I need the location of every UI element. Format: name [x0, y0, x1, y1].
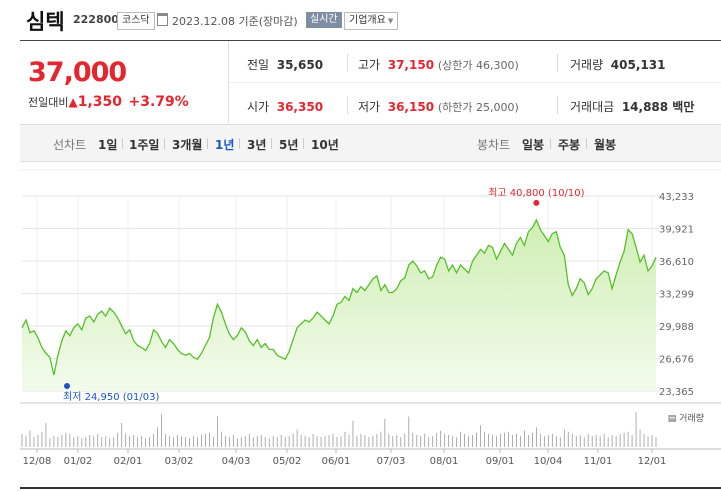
y-tick-label: 23,365 — [659, 387, 694, 398]
stat-value: 36,350 — [276, 100, 324, 114]
company-overview-dropdown[interactable]: 기업개요 ▼ — [344, 12, 399, 30]
price-box: 37,000 전일대비▲1,350 +3.79% — [20, 41, 229, 123]
change-value: 1,350 — [77, 94, 123, 110]
tab-1d[interactable]: 1일 — [98, 138, 118, 152]
price-area — [22, 219, 656, 391]
change-label: 전일대비 — [28, 96, 69, 109]
date-value: 2023.12.08 — [172, 15, 235, 28]
divider — [347, 54, 348, 72]
tab-weekly[interactable]: 주봉 — [558, 138, 581, 152]
quote-stats: 전일 35,650 고가 37,150 (상한가 46,300) 거래량 405… — [229, 41, 721, 123]
tab-1w[interactable]: 1주일 — [129, 138, 160, 152]
x-tick-label: 03/02 — [165, 456, 194, 467]
tab-5y[interactable]: 5년 — [279, 138, 299, 152]
stat-label: 시가 — [247, 100, 270, 114]
calendar-icon — [157, 13, 168, 26]
divider — [557, 54, 558, 72]
x-tick-label: 10/04 — [534, 456, 563, 467]
tab-3m[interactable]: 3개월 — [172, 138, 203, 152]
stat-volume: 거래량 405,131 — [570, 56, 665, 73]
high-marker — [533, 199, 540, 206]
chart-tabs: 선차트 1일 1주일 3개월 1년 3년 5년 10년 봉차트 일봉 주봉 월봉 — [20, 124, 721, 162]
footer-divider — [20, 487, 721, 489]
chevron-down-icon: ▼ — [387, 17, 394, 25]
stock-header: 심텍 222800 코스닥 2023.12.08 기준(장마감) 실시간 기업개… — [0, 0, 721, 40]
price-chart[interactable]: 43,233 39,921 36,610 33,299 29,988 26,676 23,3… — [0, 160, 721, 487]
y-tick-label: 29,988 — [659, 322, 694, 333]
divider — [271, 138, 272, 149]
stat-value: 37,150 — [387, 58, 435, 72]
divider — [122, 138, 123, 149]
divider — [303, 138, 304, 149]
x-tick-label: 12/08 — [23, 456, 52, 467]
tab-monthly[interactable]: 월봉 — [594, 138, 617, 152]
y-tick-label: 26,676 — [659, 355, 694, 366]
x-tick-label: 06/01 — [322, 456, 351, 467]
company-overview-label: 기업개요 — [349, 15, 386, 26]
x-tick-label: 01/02 — [64, 456, 93, 467]
volume-label: ▤ 거래량 — [668, 412, 704, 424]
tab-3y[interactable]: 3년 — [247, 138, 267, 152]
x-tick-label: 05/02 — [273, 456, 302, 467]
stat-low: 저가 36,150 (하한가 25,000) — [358, 98, 519, 115]
low-marker — [64, 382, 70, 389]
stat-label: 고가 — [358, 58, 381, 72]
tab-1y[interactable]: 1년 — [215, 138, 235, 152]
stat-label: 저가 — [358, 100, 381, 114]
current-price: 37,000 — [28, 57, 127, 88]
stock-name: 심텍 — [26, 10, 65, 34]
stat-value: 405,131 — [610, 58, 666, 72]
stat-amount: 거래대금 14,888 백만 — [570, 98, 694, 115]
x-tick-label: 02/01 — [114, 456, 143, 467]
x-tick-label: 09/01 — [486, 456, 515, 467]
price-change: 전일대비▲1,350 +3.79% — [28, 94, 189, 110]
price-line — [21, 218, 657, 376]
stat-prev-close: 전일 35,650 — [247, 56, 323, 73]
x-tick-label: 07/03 — [377, 456, 406, 467]
divider — [347, 96, 348, 114]
divider — [586, 138, 587, 149]
divider — [550, 138, 551, 149]
x-tick-label: 11/01 — [584, 456, 613, 467]
stat-label: 전일 — [247, 58, 270, 72]
x-tick-label: 12/01 — [638, 456, 667, 467]
divider — [239, 138, 240, 149]
low-annotation: 최저 24,950 (01/03) — [63, 391, 159, 403]
stock-code: 222800 — [73, 13, 119, 26]
date-note: 기준(장마감) — [238, 15, 298, 28]
divider — [557, 96, 558, 114]
x-tick-label: 04/03 — [222, 456, 251, 467]
stat-label: 거래량 — [570, 58, 604, 72]
stat-value: 35,650 — [276, 58, 324, 72]
tab-daily[interactable]: 일봉 — [522, 138, 545, 152]
tab-10y[interactable]: 10년 — [311, 138, 339, 152]
stat-value: 14,888 백만 — [621, 100, 695, 114]
stat-value: 36,150 — [387, 100, 435, 114]
line-chart-label: 선차트 — [53, 138, 87, 152]
header-divider — [20, 40, 721, 41]
lower-limit: (하한가 25,000) — [437, 101, 519, 114]
y-tick-label: 36,610 — [659, 257, 694, 268]
up-arrow-icon: ▲ — [68, 95, 78, 109]
quote-date: 2023.12.08 기준(장마감) — [157, 13, 298, 29]
y-tick-label: 43,233 — [659, 192, 694, 203]
x-tick-label: 08/01 — [430, 456, 459, 467]
stat-label: 거래대금 — [570, 100, 615, 114]
divider — [164, 138, 165, 149]
change-percent: +3.79% — [128, 94, 189, 110]
candle-chart-label: 봉차트 — [477, 138, 511, 152]
realtime-button[interactable]: 실시간 — [306, 12, 342, 28]
stats-divider — [229, 82, 721, 83]
high-annotation: 최고 40,800 (10/10) — [488, 187, 584, 199]
market-badge: 코스닥 — [117, 12, 155, 30]
stat-open: 시가 36,350 — [247, 98, 323, 115]
divider — [207, 138, 208, 149]
stat-high: 고가 37,150 (상한가 46,300) — [358, 56, 519, 73]
y-tick-label: 33,299 — [659, 290, 694, 301]
upper-limit: (상한가 46,300) — [437, 59, 519, 72]
y-tick-label: 39,921 — [659, 225, 694, 236]
